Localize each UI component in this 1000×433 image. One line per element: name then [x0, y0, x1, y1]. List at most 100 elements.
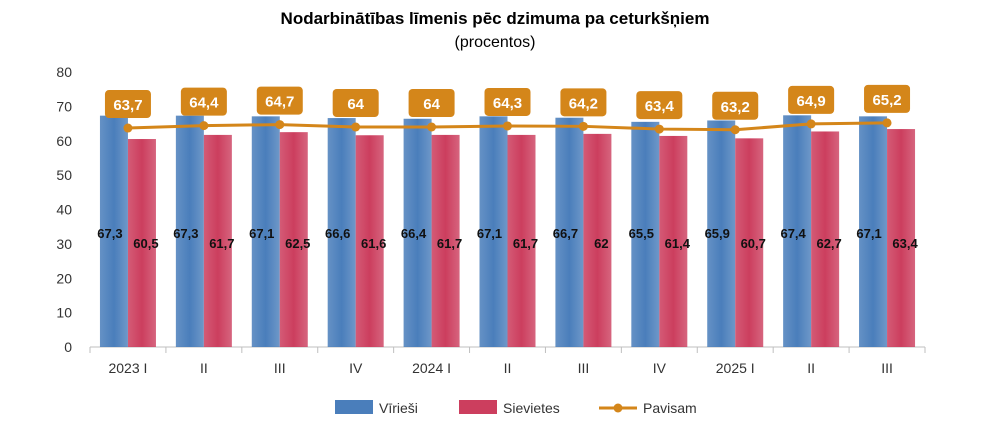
legend-swatch [335, 400, 373, 414]
bar-value-label: 61,4 [665, 236, 691, 251]
x-tick-label: III [578, 360, 590, 376]
bar-value-label: 61,7 [209, 236, 234, 251]
y-tick-label: 50 [56, 167, 72, 183]
line-point [654, 124, 664, 134]
y-tick-label: 30 [56, 236, 72, 252]
legend-label: Sievietes [503, 400, 560, 416]
bar-sievietes [507, 134, 536, 347]
bar-sievietes [203, 134, 232, 347]
line-value-label: 63,2 [721, 99, 750, 116]
line-label-box [636, 91, 683, 120]
bar-virieši [403, 118, 432, 347]
line-label-box [560, 88, 607, 117]
bar-value-label: 62 [594, 236, 608, 251]
bar-value-label: 63,4 [892, 236, 918, 251]
bar-sievietes [887, 129, 916, 347]
bar-virieši [175, 115, 204, 347]
bar-sievietes [735, 138, 764, 347]
bar-sievietes [811, 131, 840, 347]
x-tick-label: 2023 I [108, 360, 147, 376]
legend: Vīrieši Sievietes Pavisam [335, 400, 697, 416]
legend-label: Vīrieši [379, 400, 418, 416]
bar-sievietes [659, 135, 688, 347]
line-point [275, 120, 285, 130]
line-value-label: 64 [347, 96, 364, 113]
line-value-label: 64,3 [493, 95, 522, 112]
y-tick-label: 70 [56, 98, 72, 114]
labels-layer: 67,3 67,3 67,1 66,6 66,4 67,1 66,7 65,5 65,9 67,4… [97, 84, 918, 251]
bar-sievietes [127, 139, 156, 347]
bar-value-label: 61,7 [437, 236, 462, 251]
bar-virieši [99, 115, 128, 347]
line-point [199, 121, 209, 131]
bar-virieši [555, 117, 584, 347]
legend-label: Pavisam [643, 400, 697, 416]
bar-value-label: 67,1 [477, 226, 502, 241]
line-point [351, 122, 361, 132]
x-tick-label: IV [653, 360, 667, 376]
bar-value-label: 60,7 [741, 236, 766, 251]
y-tick-label: 60 [56, 133, 72, 149]
x-tick-label: II [807, 360, 815, 376]
x-tick-label: II [200, 360, 208, 376]
line-point [427, 122, 437, 132]
line-value-label: 64,4 [189, 95, 219, 112]
line-value-label: 63,4 [645, 98, 675, 115]
bar-sievietes [279, 132, 308, 347]
y-tick-label: 0 [64, 339, 72, 355]
chart-subtitle: (procentos) [455, 34, 536, 51]
x-tick-label: 2024 I [412, 360, 451, 376]
x-tick-label: 2025 I [716, 360, 755, 376]
bar-value-label: 61,7 [513, 236, 538, 251]
line-label-box [408, 89, 455, 117]
bar-virieši [783, 115, 812, 347]
bar-value-label: 67,3 [97, 226, 122, 241]
bar-value-label: 62,5 [285, 236, 310, 251]
x-tick-label: IV [349, 360, 363, 376]
line-point [503, 121, 512, 131]
line-value-label: 64,7 [265, 94, 294, 111]
bar-virieši [707, 120, 736, 347]
y-tick-label: 40 [56, 202, 72, 218]
line-value-label: 64,9 [797, 93, 826, 110]
bar-value-label: 66,4 [401, 226, 427, 241]
x-tick-label: II [504, 360, 512, 376]
bar-value-label: 66,6 [325, 226, 350, 241]
bar-value-label: 66,7 [553, 226, 578, 241]
bar-value-label: 60,5 [133, 236, 158, 251]
bar-value-label: 67,1 [249, 226, 274, 241]
line-label-box [332, 89, 379, 117]
line-label-box [256, 86, 303, 115]
bar-virieši [859, 116, 888, 347]
x-tick-label: III [274, 360, 286, 376]
bar-value-label: 67,1 [856, 226, 881, 241]
y-tick-label: 10 [56, 305, 72, 321]
y-tick-label: 80 [56, 64, 72, 80]
bar-sievietes [583, 133, 612, 347]
line-value-label: 64,2 [569, 95, 598, 112]
line-point [123, 123, 133, 133]
bar-value-label: 65,5 [629, 226, 654, 241]
line-point [806, 119, 816, 129]
bars-layer [99, 115, 916, 347]
line-label-box [484, 87, 531, 116]
line-layer [123, 118, 892, 135]
line-label-box [788, 85, 835, 114]
line-point [882, 118, 892, 128]
line-value-label: 63,7 [113, 97, 142, 114]
legend-swatch [459, 400, 497, 414]
bar-virieši [631, 121, 660, 347]
bar-value-label: 65,9 [705, 226, 730, 241]
legend-marker [613, 403, 623, 413]
line-point [730, 125, 740, 135]
bar-value-label: 67,4 [780, 226, 806, 241]
y-tick-label: 20 [56, 270, 72, 286]
line-label-box [180, 87, 227, 116]
line-label-box [104, 90, 151, 119]
line-value-label: 64 [423, 96, 440, 113]
line-point [578, 121, 588, 131]
chart-title: Nodarbinātības līmenis pēc dzimuma pa ce… [281, 9, 710, 28]
bar-value-label: 61,6 [361, 236, 386, 251]
x-tick-label: III [881, 360, 893, 376]
